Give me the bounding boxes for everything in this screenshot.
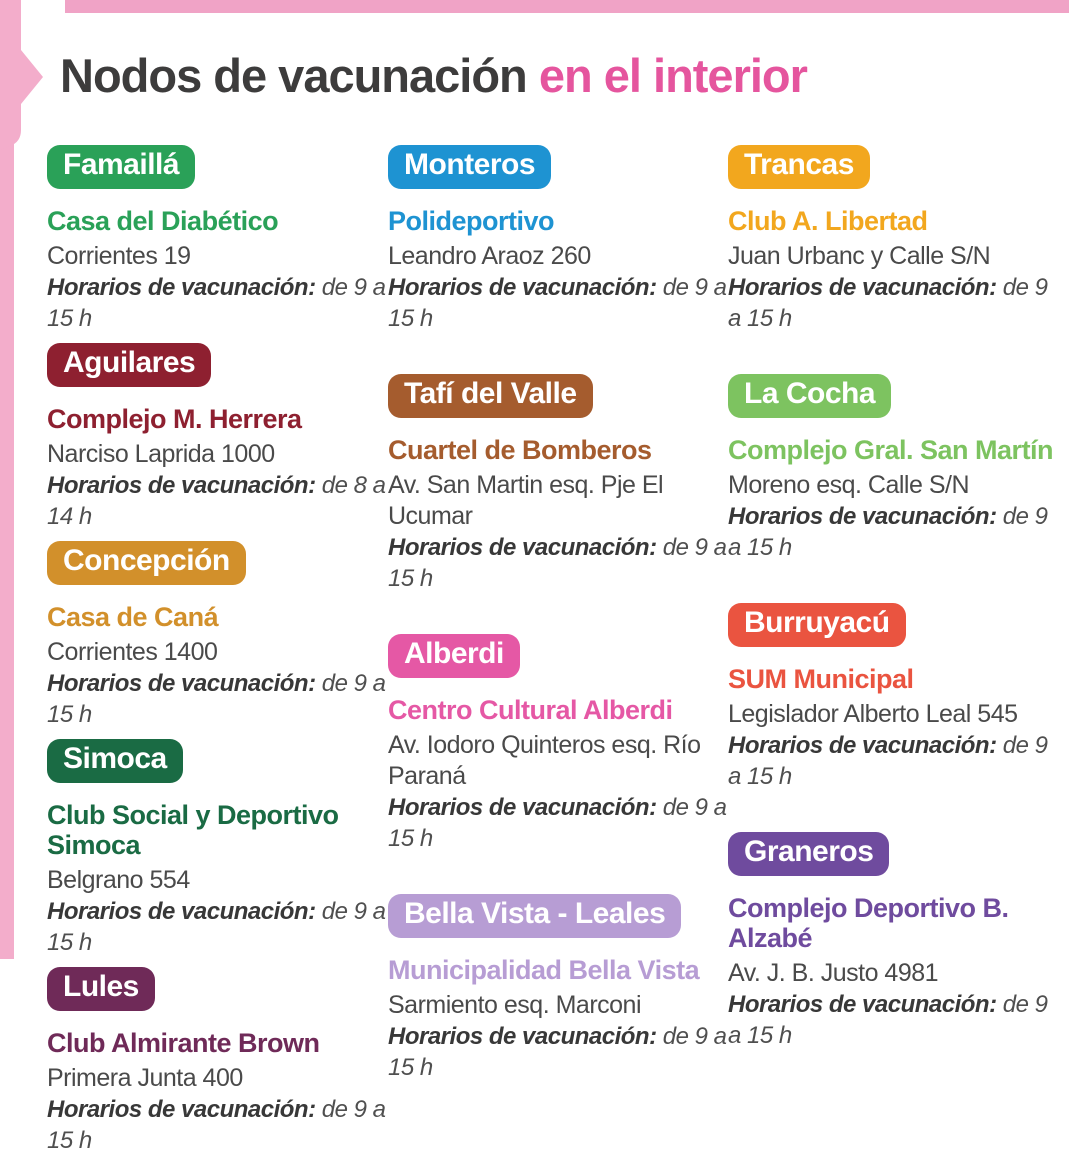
hours-value: de 9 a 15 h [388, 534, 727, 592]
vaccination-hours: Horarios de vacunación: de 9 a 15 h [728, 272, 1059, 334]
venue-name: Complejo Deportivo B. Alzabé [728, 893, 1009, 953]
location-entry-lules: Lules Club Almirante Brown Primera Junta… [47, 967, 388, 1156]
town-badge: Monteros [388, 145, 551, 189]
hours-label: Horarios de vacunación: [47, 898, 316, 925]
location-entry-graneros: Graneros Complejo Deportivo B. Alzabé Av… [728, 832, 1059, 1051]
hours-label: Horarios de vacunación: [388, 274, 657, 301]
venue-name: Casa de Caná [47, 602, 219, 632]
page-title-accent: en el interior [538, 49, 808, 102]
hours-label: Horarios de vacunación: [728, 274, 997, 301]
venue-address: Av. Iodoro Quinteros esq. Río Paraná [388, 731, 701, 790]
location-entry-famailla: Famaillá Casa del Diabético Corrientes 1… [47, 145, 388, 334]
town-badge: Simoca [47, 739, 183, 783]
venue-address: Corrientes 1400 [47, 638, 218, 666]
location-entry-la-cocha: La Cocha Complejo Gral. San Martín Moren… [728, 374, 1059, 563]
vaccination-hours: Horarios de vacunación: de 9 a 15 h [47, 668, 388, 730]
vaccination-hours: Horarios de vacunación: de 9 a 15 h [47, 272, 388, 334]
page-title-dark: Nodos de vacunación [60, 49, 528, 102]
location-entry-bella-vista-leales: Bella Vista - Leales Municipalidad Bella… [388, 894, 728, 1083]
hours-label: Horarios de vacunación: [47, 274, 316, 301]
venue-name: Centro Cultural Alberdi [388, 695, 673, 725]
hours-value: de 9 a 15 h [47, 898, 386, 956]
venue-address: Narciso Laprida 1000 [47, 440, 275, 468]
venue-address: Av. J. B. Justo 4981 [728, 959, 939, 987]
town-badge: Trancas [728, 145, 870, 189]
hours-label: Horarios de vacunación: [728, 503, 997, 530]
venue-address: Av. San Martin esq. Pje El Ucumar [388, 471, 664, 530]
venue-name: Club Almirante Brown [47, 1028, 320, 1058]
hours-label: Horarios de vacunación: [388, 534, 657, 561]
vaccination-hours: Horarios de vacunación: de 9 a 15 h [728, 989, 1059, 1051]
town-badge: La Cocha [728, 374, 892, 418]
town-badge: Bella Vista - Leales [388, 894, 682, 938]
location-entry-alberdi: Alberdi Centro Cultural Alberdi Av. Iodo… [388, 634, 728, 854]
ribbon-arrow-icon [0, 0, 43, 150]
location-entry-tafi-del-valle: Tafí del Valle Cuartel de Bomberos Av. S… [388, 374, 728, 594]
page-title: Nodos de vacunación en el interior [60, 48, 808, 103]
venue-address: Moreno esq. Calle S/N [728, 471, 970, 499]
town-badge: Aguilares [47, 343, 212, 387]
hours-label: Horarios de vacunación: [47, 472, 316, 499]
location-entry-monteros: Monteros Polideportivo Leandro Araoz 260… [388, 145, 728, 334]
left-pink-ribbon [0, 0, 14, 959]
venue-name: Complejo Gral. San Martín [728, 435, 1054, 465]
location-entry-burruyacu: Burruyacú SUM Municipal Legislador Alber… [728, 603, 1059, 792]
hours-value: de 9 a 15 h [388, 274, 727, 332]
hours-label: Horarios de vacunación: [728, 732, 997, 759]
top-pink-strip [65, 0, 1069, 13]
venue-name: Municipalidad Bella Vista [388, 955, 700, 985]
venue-name: Club A. Libertad [728, 206, 928, 236]
hours-value: de 9 a 15 h [728, 274, 1048, 332]
venue-name: Club Social y Deportivo Simoca [47, 800, 339, 860]
venue-address: Belgrano 554 [47, 866, 190, 894]
vaccination-hours: Horarios de vacunación: de 8 a 14 h [47, 470, 388, 532]
venue-address: Sarmiento esq. Marconi [388, 991, 642, 1019]
hours-label: Horarios de vacunación: [47, 670, 316, 697]
location-entry-concepcion: Concepción Casa de Caná Corrientes 1400 … [47, 541, 388, 730]
venue-name: Casa del Diabético [47, 206, 279, 236]
hours-label: Horarios de vacunación: [388, 1023, 657, 1050]
venue-address: Legislador Alberto Leal 545 [728, 700, 1018, 728]
venue-name: Cuartel de Bomberos [388, 435, 652, 465]
column-1: Famaillá Casa del Diabético Corrientes 1… [47, 145, 388, 1165]
venue-name: SUM Municipal [728, 664, 914, 694]
column-3: Trancas Club A. Libertad Juan Urbanc y C… [728, 145, 1059, 1165]
column-2: Monteros Polideportivo Leandro Araoz 260… [388, 145, 728, 1165]
vaccination-hours: Horarios de vacunación: de 9 a 15 h [388, 792, 728, 854]
hours-label: Horarios de vacunación: [728, 991, 997, 1018]
vaccination-hours: Horarios de vacunación: de 9 a 15 h [388, 272, 728, 334]
town-badge: Graneros [728, 832, 890, 876]
location-entry-simoca: Simoca Club Social y Deportivo Simoca Be… [47, 739, 388, 958]
vaccination-hours: Horarios de vacunación: de 9 a 15 h [728, 501, 1059, 563]
town-badge: Concepción [47, 541, 246, 585]
venue-address: Primera Junta 400 [47, 1064, 243, 1092]
vaccination-hours: Horarios de vacunación: de 9 a 15 h [388, 1021, 728, 1083]
town-badge: Burruyacú [728, 603, 906, 647]
nodes-grid: Famaillá Casa del Diabético Corrientes 1… [47, 145, 1059, 1165]
venue-address: Juan Urbanc y Calle S/N [728, 242, 991, 270]
town-badge: Famaillá [47, 145, 196, 189]
venue-name: Complejo M. Herrera [47, 404, 302, 434]
hours-value: de 9 a 15 h [47, 670, 386, 728]
town-badge: Lules [47, 967, 155, 1011]
hours-value: de 9 a 15 h [728, 503, 1048, 561]
hours-value: de 9 a 15 h [728, 732, 1048, 790]
venue-address: Corrientes 19 [47, 242, 191, 270]
town-badge: Tafí del Valle [388, 374, 593, 418]
hours-label: Horarios de vacunación: [388, 794, 657, 821]
vaccination-hours: Horarios de vacunación: de 9 a 15 h [388, 532, 728, 594]
town-badge: Alberdi [388, 634, 520, 678]
hours-value: de 8 a 14 h [47, 472, 386, 530]
venue-address: Leandro Araoz 260 [388, 242, 591, 270]
venue-name: Polideportivo [388, 206, 555, 236]
vaccination-hours: Horarios de vacunación: de 9 a 15 h [47, 896, 388, 958]
location-entry-aguilares: Aguilares Complejo M. Herrera Narciso La… [47, 343, 388, 532]
location-entry-trancas: Trancas Club A. Libertad Juan Urbanc y C… [728, 145, 1059, 334]
vaccination-hours: Horarios de vacunación: de 9 a 15 h [728, 730, 1059, 792]
hours-value: de 9 a 15 h [47, 274, 386, 332]
hours-label: Horarios de vacunación: [47, 1096, 316, 1123]
vaccination-hours: Horarios de vacunación: de 9 a 15 h [47, 1094, 388, 1156]
hours-value: de 9 a 15 h [388, 794, 727, 852]
